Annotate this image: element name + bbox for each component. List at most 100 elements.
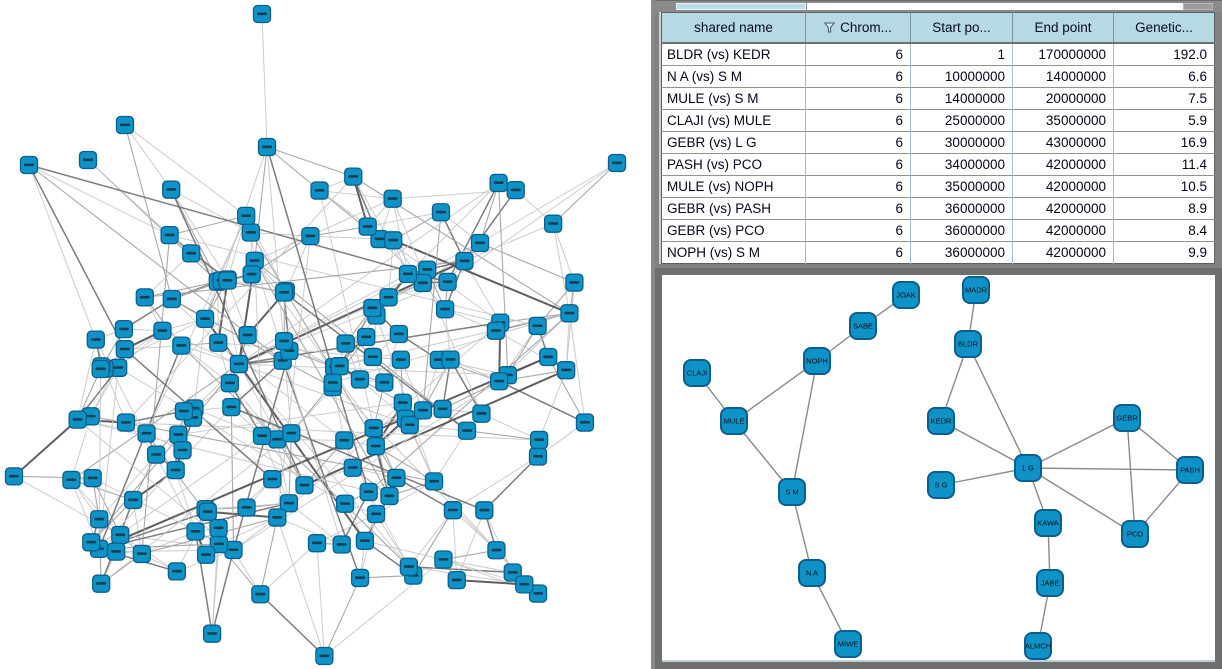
- network-node[interactable]: [455, 251, 474, 271]
- network-node[interactable]: [490, 372, 509, 391]
- network-node[interactable]: [343, 458, 362, 477]
- network-node[interactable]: [379, 288, 398, 307]
- network-node[interactable]: [506, 180, 525, 200]
- network-node[interactable]: [487, 541, 506, 560]
- network-node[interactable]: [209, 518, 228, 538]
- network-node[interactable]: [387, 468, 406, 488]
- network-node[interactable]: [344, 167, 363, 186]
- network-node[interactable]: [268, 430, 287, 449]
- network-edge[interactable]: [791, 360, 818, 493]
- network-node[interactable]: BLDR: [954, 330, 982, 358]
- network-node[interactable]: [78, 150, 98, 170]
- network-node[interactable]: [413, 273, 432, 293]
- network-node[interactable]: [220, 374, 240, 393]
- network-node[interactable]: [380, 486, 399, 506]
- column-header-start-position[interactable]: Start po...: [910, 12, 1013, 44]
- network-node[interactable]: [350, 370, 370, 389]
- network-node[interactable]: [529, 430, 549, 450]
- network-node[interactable]: [169, 425, 188, 444]
- network-node[interactable]: [132, 544, 151, 564]
- table-row[interactable]: PASH (vs) PCO 6 34000000 42000000 11.4: [661, 153, 1215, 176]
- network-node[interactable]: [560, 304, 579, 323]
- network-node[interactable]: [274, 283, 294, 302]
- network-node[interactable]: [486, 321, 506, 340]
- network-node[interactable]: [301, 226, 320, 246]
- network-node[interactable]: [424, 472, 444, 491]
- network-edge[interactable]: [1027, 467, 1191, 471]
- detail-network-panel[interactable]: JOAK MADR SABE BLDR NOPH CLAJI MULE KEDR GEBR L G…: [655, 268, 1222, 669]
- network-node[interactable]: [443, 501, 463, 520]
- network-node[interactable]: SABE: [849, 312, 877, 340]
- network-node[interactable]: [413, 401, 433, 420]
- network-node[interactable]: JOAK: [892, 281, 920, 309]
- network-node[interactable]: [251, 585, 270, 604]
- network-node[interactable]: [282, 424, 301, 443]
- network-node[interactable]: [86, 330, 105, 349]
- network-node[interactable]: [196, 545, 216, 564]
- network-node[interactable]: KAWA: [1034, 509, 1062, 537]
- network-node[interactable]: [315, 646, 334, 666]
- network-node[interactable]: [399, 557, 419, 576]
- network-node[interactable]: [68, 410, 87, 429]
- table-row[interactable]: CLAJI (vs) MULE 6 25000000 35000000 5.9: [661, 109, 1215, 132]
- network-node[interactable]: [92, 574, 111, 593]
- network-node[interactable]: [375, 373, 394, 392]
- network-edge[interactable]: [733, 360, 818, 422]
- network-node[interactable]: [438, 272, 457, 292]
- network-node[interactable]: KEDR: [927, 407, 955, 435]
- network-node[interactable]: [359, 482, 378, 502]
- network-node[interactable]: [441, 350, 460, 369]
- network-node[interactable]: [310, 181, 329, 200]
- network-node[interactable]: [336, 334, 355, 353]
- network-node[interactable]: [124, 490, 143, 510]
- column-header-shared-name[interactable]: shared name: [661, 12, 806, 44]
- network-node[interactable]: [109, 358, 128, 377]
- network-node[interactable]: PASH: [1176, 456, 1204, 484]
- network-node[interactable]: [565, 273, 584, 292]
- network-edge[interactable]: [1126, 417, 1136, 535]
- network-node[interactable]: [172, 336, 191, 355]
- network-node[interactable]: GEBR: [1113, 404, 1141, 432]
- network-node[interactable]: [237, 206, 256, 226]
- network-node[interactable]: [391, 350, 410, 369]
- network-node[interactable]: [528, 584, 548, 603]
- network-node[interactable]: [447, 571, 466, 590]
- network-node[interactable]: [363, 347, 383, 367]
- network-node[interactable]: [389, 324, 409, 344]
- network-node[interactable]: [160, 225, 179, 245]
- table-row[interactable]: N A (vs) S M 6 10000000 14000000 6.6: [661, 65, 1215, 88]
- network-node[interactable]: [607, 153, 627, 173]
- network-node[interactable]: [186, 522, 205, 541]
- network-node[interactable]: [539, 347, 558, 367]
- network-node[interactable]: [433, 399, 452, 419]
- network-node[interactable]: [162, 180, 181, 199]
- scrollbar-thumb[interactable]: [676, 3, 806, 10]
- network-node[interactable]: [366, 437, 385, 456]
- network-node[interactable]: [224, 540, 243, 560]
- network-node[interactable]: [489, 173, 508, 193]
- network-node[interactable]: [135, 288, 154, 307]
- table-row[interactable]: GEBR (vs) PASH 6 36000000 42000000 8.9: [661, 197, 1215, 220]
- network-node[interactable]: [174, 402, 194, 421]
- network-node[interactable]: [83, 468, 102, 488]
- scrollbar-corner-button[interactable]: [1183, 3, 1213, 10]
- network-node[interactable]: [209, 333, 228, 352]
- network-node[interactable]: [90, 510, 109, 529]
- network-node[interactable]: [167, 562, 187, 581]
- network-node[interactable]: N A: [798, 559, 826, 587]
- network-node[interactable]: [435, 300, 455, 319]
- network-node[interactable]: [238, 325, 257, 345]
- network-node[interactable]: [431, 203, 451, 222]
- network-node[interactable]: [332, 535, 351, 554]
- network-node[interactable]: [162, 289, 181, 309]
- table-row[interactable]: GEBR (vs) L G 6 30000000 43000000 16.9: [661, 131, 1215, 154]
- network-node[interactable]: [307, 534, 327, 553]
- network-node[interactable]: [237, 498, 256, 517]
- network-node[interactable]: [257, 137, 277, 157]
- network-edge[interactable]: [1027, 467, 1136, 535]
- network-node[interactable]: [355, 531, 375, 551]
- network-node[interactable]: [242, 265, 261, 284]
- network-node[interactable]: [173, 441, 192, 460]
- network-node[interactable]: [557, 361, 576, 380]
- network-node[interactable]: [147, 445, 166, 464]
